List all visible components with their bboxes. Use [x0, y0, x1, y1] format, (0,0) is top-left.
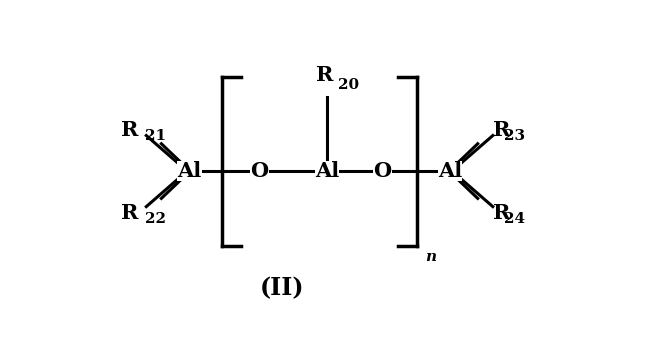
- Text: 22: 22: [145, 212, 166, 226]
- Text: O: O: [250, 161, 268, 181]
- Text: R: R: [492, 120, 510, 140]
- Text: R: R: [121, 203, 139, 223]
- Text: R: R: [492, 203, 510, 223]
- Text: Al: Al: [177, 161, 201, 181]
- Text: 23: 23: [504, 129, 526, 143]
- Text: (II): (II): [260, 277, 304, 301]
- Text: 20: 20: [338, 78, 359, 92]
- Text: R: R: [316, 65, 333, 85]
- Text: 21: 21: [145, 129, 166, 143]
- Text: 24: 24: [504, 212, 526, 226]
- Text: n: n: [425, 250, 436, 264]
- Text: Al: Al: [438, 161, 462, 181]
- Text: O: O: [373, 161, 391, 181]
- Text: R: R: [121, 120, 139, 140]
- Text: Al: Al: [315, 161, 339, 181]
